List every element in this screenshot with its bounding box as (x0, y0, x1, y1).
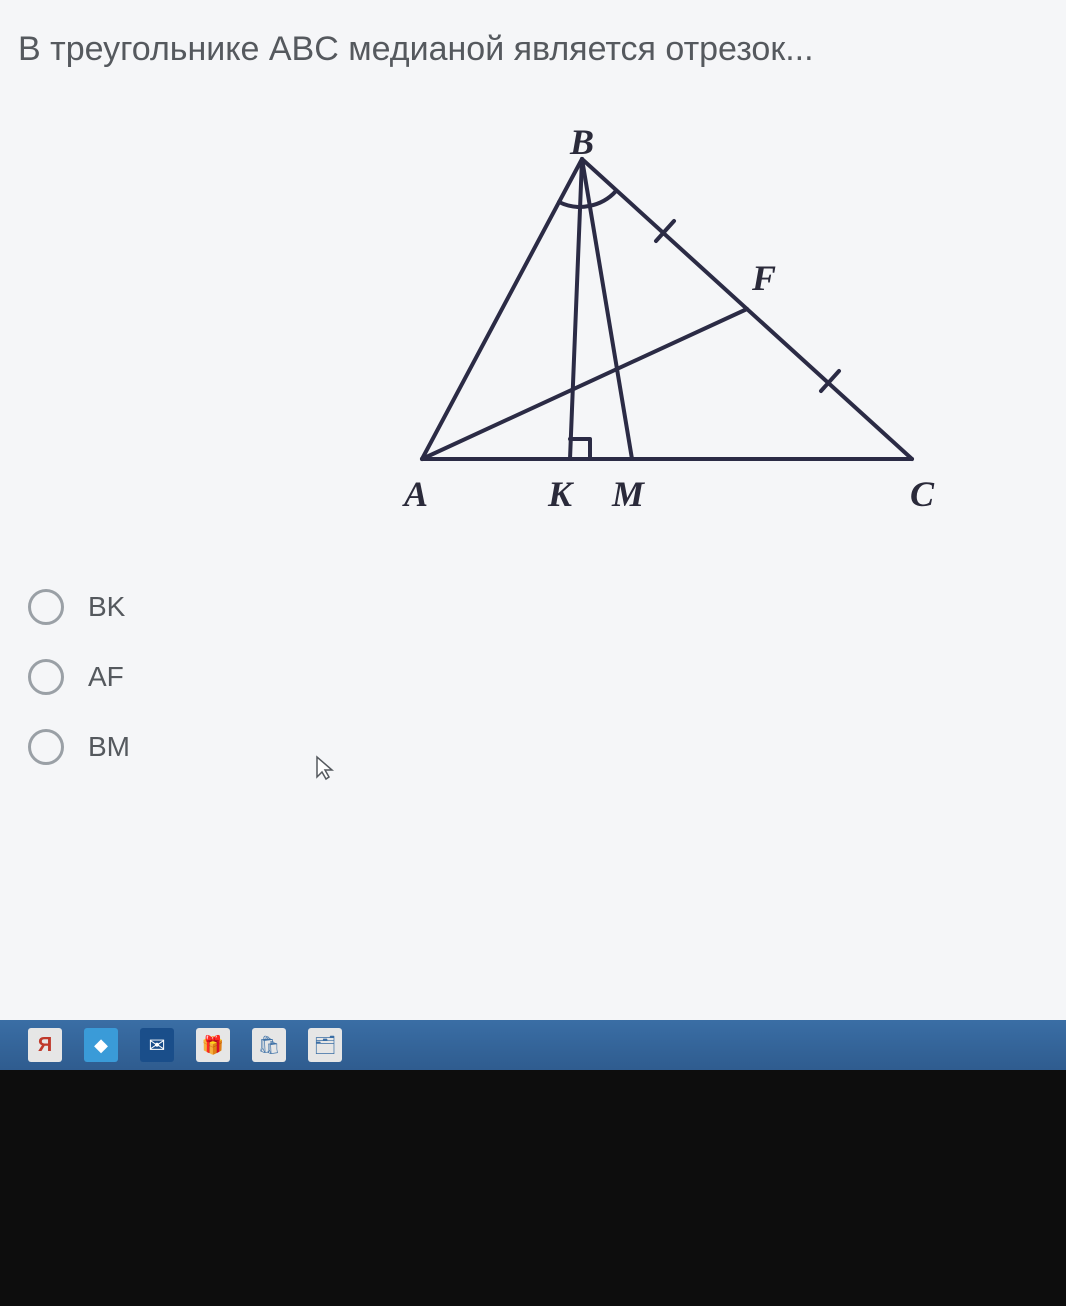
browser-icon[interactable]: ◆ (84, 1028, 118, 1062)
question-text: В треугольнике ABC медианой является отр… (18, 30, 1066, 69)
label-M: M (612, 473, 644, 515)
option-label: BK (88, 591, 125, 623)
label-C: C (910, 473, 934, 515)
mail-icon[interactable]: ✉ (140, 1028, 174, 1062)
option-bk[interactable]: BK (28, 589, 1066, 625)
label-A: A (404, 473, 428, 515)
label-B: B (570, 121, 594, 163)
radio-icon[interactable] (28, 589, 64, 625)
option-bm[interactable]: BM (28, 729, 1066, 765)
label-F: F (752, 257, 776, 299)
triangle-svg (352, 129, 992, 519)
option-label: AF (88, 661, 124, 693)
store-icon[interactable]: 🛍 (252, 1028, 286, 1062)
explorer-icon[interactable]: 🗂 (308, 1028, 342, 1062)
radio-icon[interactable] (28, 659, 64, 695)
label-K: K (548, 473, 572, 515)
option-label: BM (88, 731, 130, 763)
yandex-icon[interactable]: Я (28, 1028, 62, 1062)
gift-icon[interactable]: 🎁 (196, 1028, 230, 1062)
screen-area: В треугольнике ABC медианой является отр… (0, 0, 1066, 1070)
question-panel: В треугольнике ABC медианой является отр… (0, 0, 1066, 1020)
monitor-bezel (0, 1070, 1066, 1306)
option-af[interactable]: AF (28, 659, 1066, 695)
taskbar[interactable]: Я ◆ ✉ 🎁 🛍 🗂 (0, 1020, 1066, 1070)
radio-icon[interactable] (28, 729, 64, 765)
triangle-diagram: B F A K M C (92, 129, 992, 549)
options-group: BK AF BM (18, 589, 1066, 765)
